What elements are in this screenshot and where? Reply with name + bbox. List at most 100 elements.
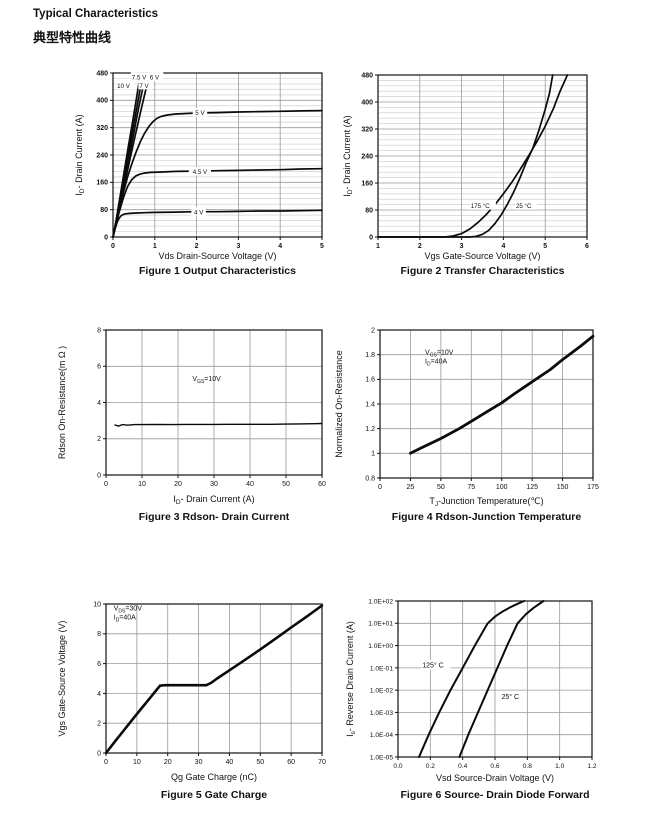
svg-text:1.0E+02: 1.0E+02 [368, 598, 393, 605]
svg-text:0: 0 [97, 750, 101, 757]
svg-text:Rdson On-Resistance(m Ω ): Rdson On-Resistance(m Ω ) [57, 346, 67, 459]
svg-text:0: 0 [104, 759, 108, 766]
svg-text:1: 1 [371, 451, 375, 458]
svg-text:1.0E-03: 1.0E-03 [370, 710, 393, 717]
svg-text:1.2: 1.2 [587, 763, 596, 770]
figure-6-caption: Figure 6 Source- Drain Diode Forward [400, 789, 590, 801]
svg-text:4 V: 4 V [194, 209, 204, 216]
svg-text:240: 240 [96, 152, 108, 159]
svg-text:Vds Drain-Source Voltage (V): Vds Drain-Source Voltage (V) [158, 251, 276, 261]
svg-text:0.4: 0.4 [458, 763, 467, 770]
svg-text:VGS=10V: VGS=10V [192, 376, 221, 385]
svg-text:VGS=10V: VGS=10V [425, 350, 454, 359]
svg-text:30: 30 [210, 481, 218, 488]
svg-text:20: 20 [164, 759, 172, 766]
figure-1-caption: Figure 1 Output Characteristics [139, 265, 296, 277]
figure-1-chart: 0 1 2 3 4 5 0 80 160 240 320 400 480 10 V7.5 V 7 V6 V 5… [74, 70, 324, 261]
svg-text:70: 70 [318, 759, 326, 766]
svg-text:150: 150 [557, 484, 569, 491]
svg-text:1.0: 1.0 [555, 763, 564, 770]
svg-text:40: 40 [226, 759, 234, 766]
figure-3-chart: 0 10 20 30 40 50 60 0 2 4 6 8 VGS=10V ID- Drain Curre… [57, 327, 326, 506]
figure-5-caption: Figure 5 Gate Charge [160, 789, 268, 801]
figure-4-chart: 0 25 50 75 100 125 150 175 0.8 1 1.2 1.4 1.6 1.8 2 VGS=… [334, 327, 599, 508]
svg-text:ID=40A: ID=40A [114, 615, 136, 624]
svg-text:0.8: 0.8 [365, 475, 375, 482]
svg-text:0.8: 0.8 [523, 763, 532, 770]
svg-text:4: 4 [97, 400, 101, 407]
svg-text:400: 400 [361, 99, 373, 106]
svg-text:Normalized On-Resistance: Normalized On-Resistance [334, 350, 344, 458]
figure-2-caption: Figure 2 Transfer Characteristics [400, 265, 565, 277]
svg-text:Vsd Source-Drain Voltage (V): Vsd Source-Drain Voltage (V) [436, 773, 554, 783]
svg-text:1.4: 1.4 [365, 401, 375, 408]
svg-text:7 V: 7 V [139, 83, 149, 90]
page-title: Typical Characteristics [33, 8, 159, 20]
svg-text:2: 2 [371, 327, 375, 334]
svg-text:240: 240 [361, 153, 373, 160]
svg-text:5: 5 [543, 243, 547, 250]
svg-text:80: 80 [365, 207, 373, 214]
svg-text:4.5 V: 4.5 V [193, 169, 208, 176]
svg-text:1.0E+01: 1.0E+01 [368, 621, 393, 628]
svg-text:0.0: 0.0 [393, 763, 402, 770]
svg-text:Vgs Gate-Source Voltage (V): Vgs Gate-Source Voltage (V) [57, 620, 67, 736]
svg-text:1.2: 1.2 [365, 426, 375, 433]
figure-2-chart: 1 2 3 4 5 6 0 80 160 240 320 400 480 175 °C 25 °C Vgs G… [342, 72, 589, 261]
svg-text:480: 480 [96, 70, 108, 77]
svg-text:1.0E-02: 1.0E-02 [370, 688, 393, 695]
figure-4-caption: Figure 4 Rdson-Junction Temperature [391, 511, 582, 523]
svg-text:2: 2 [97, 721, 101, 728]
svg-text:75: 75 [467, 484, 475, 491]
svg-text:50: 50 [437, 484, 445, 491]
svg-text:125° C: 125° C [422, 662, 443, 670]
svg-text:30: 30 [195, 759, 203, 766]
svg-text:4: 4 [97, 691, 101, 698]
svg-text:175 °C: 175 °C [471, 203, 491, 210]
svg-text:25° C: 25° C [501, 693, 519, 701]
svg-text:60: 60 [287, 759, 295, 766]
svg-text:2: 2 [97, 436, 101, 443]
svg-text:0: 0 [104, 481, 108, 488]
svg-text:480: 480 [361, 72, 373, 79]
svg-text:125: 125 [526, 484, 538, 491]
figure-3-caption: Figure 3 Rdson- Drain Current [138, 511, 290, 523]
svg-text:VDS=30V: VDS=30V [114, 606, 142, 615]
svg-text:2: 2 [418, 243, 422, 250]
svg-text:7.5 V: 7.5 V [132, 74, 147, 81]
svg-text:50: 50 [256, 759, 264, 766]
svg-text:10: 10 [93, 601, 101, 608]
svg-text:3: 3 [460, 243, 464, 250]
figure-6-chart: 0.0 0.2 0.4 0.6 0.8 1.0 1.2 1.0E+02 1.0E+01 1.0E+… [345, 598, 597, 783]
svg-text:4: 4 [501, 243, 505, 250]
svg-text:TJ-Junction Temperature(℃): TJ-Junction Temperature(℃) [429, 496, 543, 508]
svg-text:8: 8 [97, 631, 101, 638]
svg-text:0: 0 [378, 484, 382, 491]
svg-text:320: 320 [96, 125, 108, 132]
svg-text:ID- Drain Current (A): ID- Drain Current (A) [173, 494, 254, 506]
svg-text:4: 4 [278, 243, 282, 250]
svg-text:6: 6 [97, 364, 101, 371]
svg-text:8: 8 [97, 327, 101, 334]
svg-text:Is- Reverse Drain Current (A): Is- Reverse Drain Current (A) [345, 621, 357, 737]
svg-text:20: 20 [174, 481, 182, 488]
svg-text:10: 10 [133, 759, 141, 766]
svg-text:6: 6 [585, 243, 589, 250]
svg-text:1.8: 1.8 [365, 352, 375, 359]
svg-text:ID- Drain Current (A): ID- Drain Current (A) [342, 115, 354, 196]
svg-text:6: 6 [97, 661, 101, 668]
svg-text:80: 80 [100, 207, 108, 214]
svg-text:Qg Gate Charge (nC): Qg Gate Charge (nC) [171, 772, 257, 782]
svg-text:50: 50 [282, 481, 290, 488]
svg-text:25 °C: 25 °C [516, 203, 532, 210]
svg-text:0: 0 [369, 234, 373, 241]
svg-text:1: 1 [376, 243, 380, 250]
svg-text:6 V: 6 V [150, 74, 160, 81]
svg-text:160: 160 [96, 180, 108, 187]
svg-text:0: 0 [104, 234, 108, 241]
svg-text:100: 100 [496, 484, 508, 491]
svg-text:ID- Drain Current (A): ID- Drain Current (A) [74, 114, 86, 195]
svg-text:10 V: 10 V [117, 83, 131, 90]
